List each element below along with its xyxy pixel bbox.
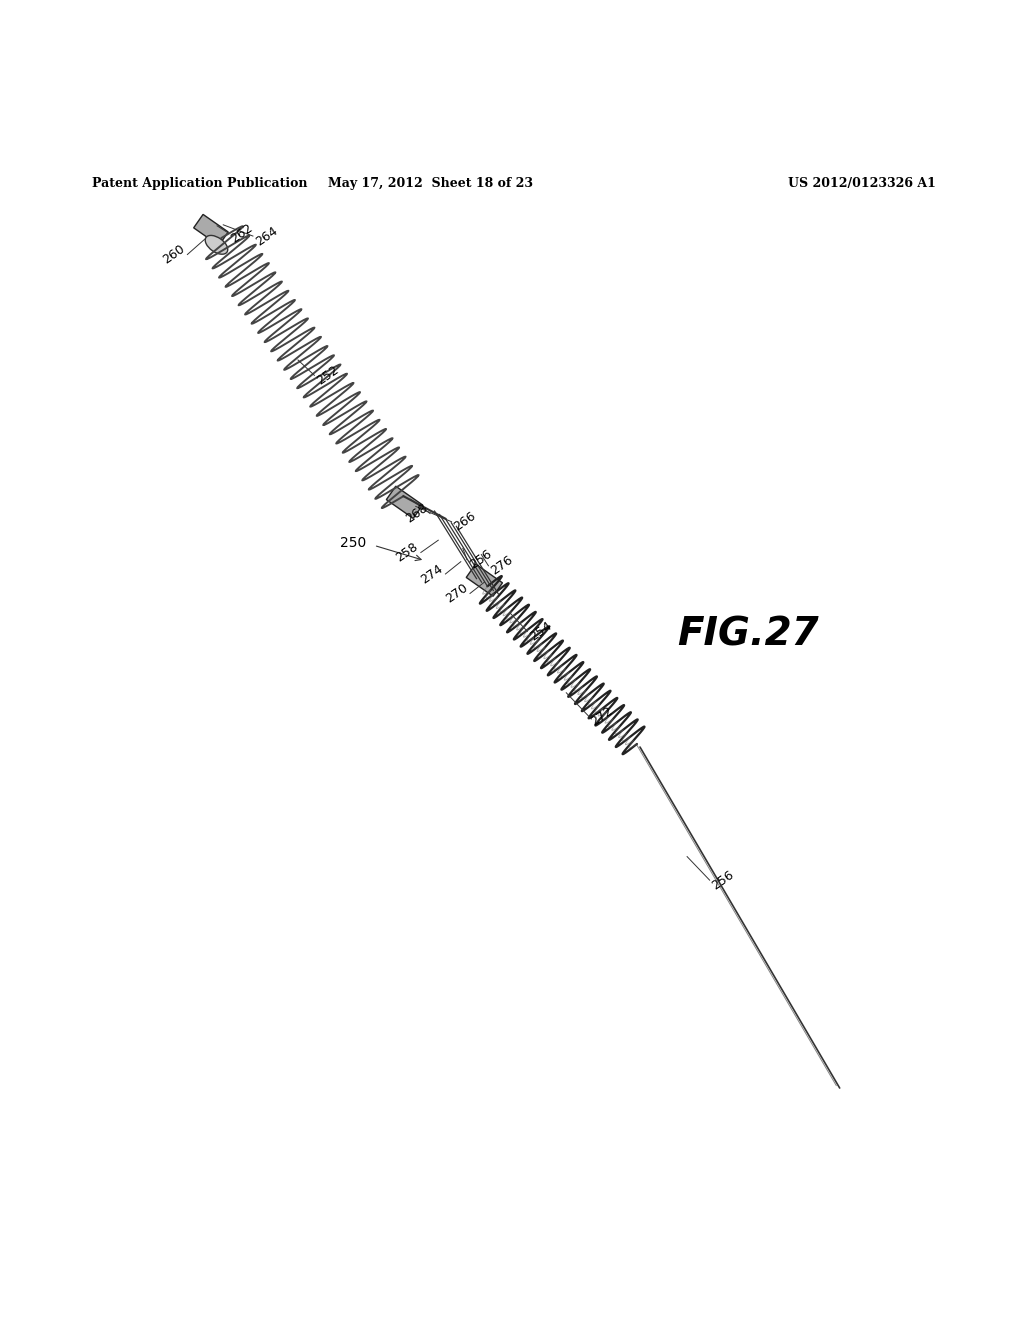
- Text: Patent Application Publication: Patent Application Publication: [92, 177, 307, 190]
- Ellipse shape: [205, 235, 227, 255]
- Text: 256: 256: [710, 869, 736, 892]
- Text: 268: 268: [403, 502, 430, 525]
- Text: US 2012/0123326 A1: US 2012/0123326 A1: [788, 177, 936, 190]
- Text: 270: 270: [443, 581, 470, 606]
- Text: 276: 276: [488, 553, 515, 578]
- Text: May 17, 2012  Sheet 18 of 23: May 17, 2012 Sheet 18 of 23: [328, 177, 532, 190]
- Polygon shape: [194, 214, 228, 246]
- Text: 262: 262: [228, 220, 255, 246]
- Text: 274: 274: [419, 562, 445, 586]
- Text: 260: 260: [161, 243, 187, 267]
- Text: 264: 264: [253, 224, 280, 248]
- Text: 254: 254: [527, 619, 554, 643]
- Text: 256: 256: [467, 548, 494, 572]
- Text: 272: 272: [589, 704, 615, 729]
- Text: 250: 250: [340, 536, 367, 550]
- Polygon shape: [466, 564, 503, 597]
- Polygon shape: [386, 486, 423, 519]
- Text: FIG.27: FIG.27: [677, 615, 818, 653]
- Text: 252: 252: [314, 363, 341, 388]
- Text: 266: 266: [452, 510, 478, 533]
- Text: 258: 258: [394, 540, 421, 565]
